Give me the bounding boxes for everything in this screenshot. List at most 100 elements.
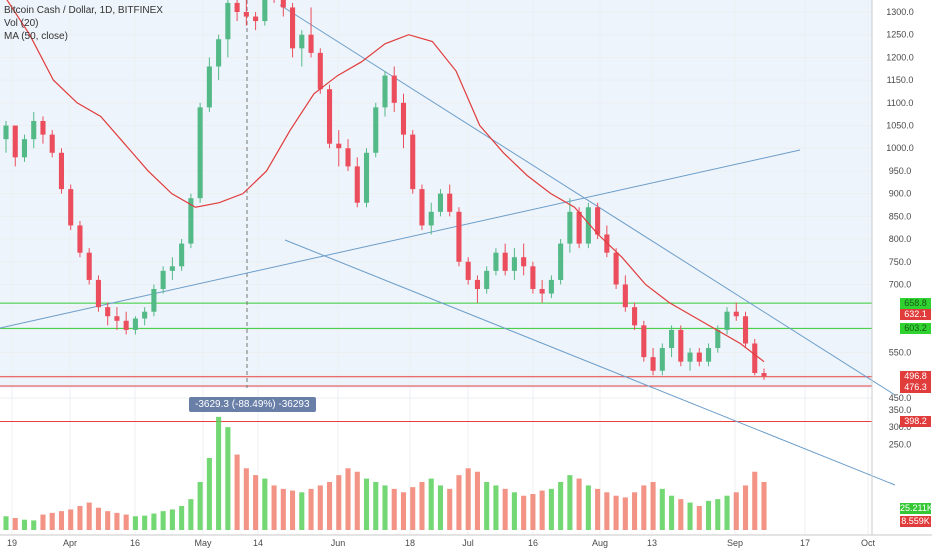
- time-axis[interactable]: 19 Apr 16 May 14 Jun 18 Jul 16 Aug 13 Sep 17 Oct: [7, 538, 876, 548]
- volume-bar: [77, 506, 83, 530]
- candle: [437, 189, 444, 217]
- volume-bar: [114, 512, 120, 530]
- candle: [696, 348, 702, 367]
- volume-bar: [641, 485, 647, 530]
- candle: [336, 130, 342, 167]
- volume-indicator-label: Vol (20): [4, 18, 39, 29]
- price-tick-label: 700.0: [889, 279, 912, 289]
- volume-bar: [271, 485, 277, 530]
- volume-bar: [132, 516, 138, 530]
- price-tag: 658.8: [900, 298, 931, 309]
- candle: [502, 243, 508, 276]
- time-tick-label: Jul: [462, 538, 474, 548]
- volume-bar: [197, 482, 203, 530]
- volume-bar: [687, 502, 693, 530]
- price-tag: 632.1: [900, 309, 931, 320]
- volume-bar: [400, 492, 407, 530]
- volume-bar: [502, 488, 508, 530]
- volume-bar: [68, 509, 74, 530]
- time-tick-label: 18: [405, 538, 415, 548]
- candle: [77, 220, 83, 258]
- candle: [622, 275, 628, 312]
- candle: [363, 148, 370, 208]
- candle: [160, 266, 166, 294]
- time-tick-label: Aug: [592, 538, 608, 548]
- volume-bar: [595, 488, 601, 530]
- volume-bar: [511, 492, 517, 530]
- candle: [169, 257, 175, 280]
- ma-50-line: [6, 0, 765, 363]
- candle: [31, 111, 37, 149]
- volume-bar: [142, 515, 148, 530]
- candle: [345, 139, 351, 171]
- candle: [724, 307, 730, 335]
- candle: [632, 302, 638, 330]
- candle: [382, 71, 388, 117]
- price-tick-label: 1300.0: [886, 7, 914, 17]
- price-axis[interactable]: 1300.0 1250.0 1200.0 1150.0 1100.0 1050.0 1000…: [886, 7, 914, 449]
- volume-bar: [576, 478, 582, 530]
- volume-tick-label: 300.0: [889, 422, 912, 432]
- volume-bar: [669, 495, 675, 530]
- time-tick-label: Sep: [727, 538, 743, 548]
- price-tick-label: 1200.0: [886, 52, 914, 62]
- volume-bar: [484, 482, 490, 530]
- volume-bar: [659, 488, 665, 530]
- chart-legend: Bitcoin Cash / Dollar, 1D, BITFINEX Vol …: [4, 4, 163, 43]
- volume-bar: [428, 478, 434, 530]
- candle: [548, 275, 554, 299]
- volume-bar: [299, 492, 305, 530]
- price-tick-label: 750.0: [889, 257, 912, 267]
- candle: [262, 0, 268, 26]
- candle: [12, 125, 18, 167]
- price-tick-label: 950.0: [889, 166, 912, 176]
- horizontal-levels: [0, 302, 872, 423]
- volume-bar: [585, 485, 591, 530]
- volume-bar: [262, 478, 268, 530]
- candle: [613, 248, 619, 290]
- volume-bar: [447, 488, 453, 530]
- volume-tick-label: 350.0: [889, 405, 912, 415]
- price-tick-label: 450.0: [889, 393, 912, 403]
- candle: [733, 302, 739, 321]
- volume-bar: [650, 482, 656, 530]
- candle: [493, 248, 499, 276]
- volume-bar: [696, 506, 702, 530]
- candle: [290, 2, 296, 58]
- volume-bar: [123, 514, 129, 530]
- volume-bar: [40, 514, 46, 530]
- time-tick-label: 19: [7, 538, 17, 548]
- volume-bar: [493, 485, 499, 530]
- time-tick-label: 14: [253, 538, 263, 548]
- volume-bar: [160, 511, 166, 530]
- candle: [410, 130, 416, 194]
- time-tick-label: 16: [528, 538, 538, 548]
- candle: [206, 57, 212, 112]
- candle: [539, 279, 545, 303]
- candle: [3, 120, 9, 153]
- time-tick-label: Jun: [331, 538, 346, 548]
- candle: [419, 184, 425, 230]
- candle: [40, 116, 46, 144]
- candle: [95, 275, 101, 312]
- candle: [752, 338, 758, 376]
- candle: [678, 325, 684, 367]
- candle: [447, 184, 453, 217]
- candle: [151, 284, 157, 317]
- candle: [428, 202, 434, 235]
- volume-bar: [3, 516, 9, 530]
- candle: [400, 93, 407, 149]
- price-tag: 25.211K: [900, 503, 932, 514]
- volume-bar: [253, 475, 259, 530]
- volume-bar: [326, 482, 333, 530]
- measure-tooltip: -3629.3 (-88.49%) -36293: [189, 397, 316, 412]
- volume-bar: [280, 488, 286, 530]
- volume-bar: [548, 488, 554, 530]
- candle: [197, 102, 203, 203]
- candle: [280, 0, 286, 17]
- price-tag: 603.2: [900, 323, 931, 334]
- volume-bar: [622, 497, 628, 530]
- candle: [123, 311, 129, 335]
- volume-bar: [95, 507, 101, 530]
